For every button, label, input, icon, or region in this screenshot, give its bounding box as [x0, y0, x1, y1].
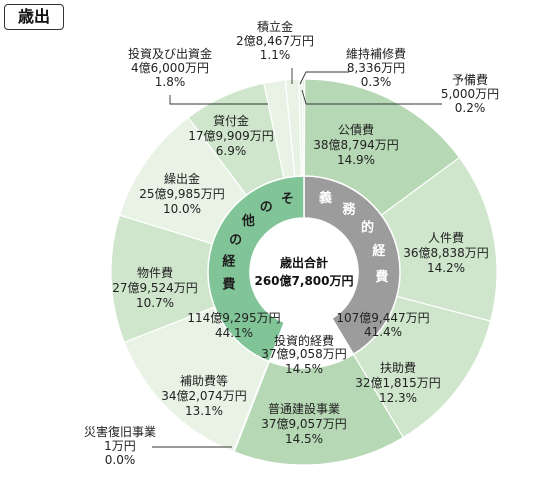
- outer-label-3-line-2: 14.5%: [285, 432, 323, 446]
- inner-char-0-2: 的: [361, 220, 374, 236]
- inner-amount-2: 114億9,295万円: [187, 311, 280, 325]
- inner-char-2-3: の: [229, 233, 242, 248]
- inner-char-0-0: 義: [319, 190, 332, 206]
- center-hole: [250, 218, 358, 326]
- inner-percent-2: 44.1%: [215, 326, 253, 340]
- inner-char-0-3: 経: [372, 243, 386, 259]
- outer-label-1-line-1: 36億8,838万円: [403, 246, 489, 260]
- outer-label-11-line-0: 維持補修費: [346, 46, 406, 61]
- outer-label-9-line-0: 投資及び出資金: [128, 46, 212, 61]
- outer-label-3-line-1: 37億9,057万円: [261, 417, 347, 431]
- center-total: 260億7,800万円: [254, 273, 353, 288]
- inner-percent-0: 41.4%: [364, 325, 402, 339]
- outer-label-3-line-0: 普通建設事業: [268, 401, 340, 416]
- inner-char-2-5: 費: [222, 276, 235, 292]
- inner-amount-0: 107億9,447万円: [336, 311, 429, 325]
- outer-label-12-line-2: 0.2%: [455, 101, 486, 115]
- outer-label-12-line-1: 5,000万円: [441, 87, 499, 101]
- outer-label-2-line-1: 32億1,815万円: [355, 376, 441, 390]
- outer-label-0-line-0: 公債費: [338, 122, 374, 137]
- outer-label-4-line-1: 1万円: [104, 439, 136, 453]
- outer-label-5-line-0: 補助費等: [180, 373, 228, 388]
- outer-label-9-line-1: 4億6,000万円: [131, 61, 209, 75]
- outer-label-4-line-2: 0.0%: [105, 453, 136, 467]
- outer-label-2-line-2: 12.3%: [379, 391, 417, 405]
- outer-label-11-line-1: 8,336万円: [347, 61, 405, 75]
- outer-label-5-line-2: 13.1%: [185, 404, 223, 418]
- section-title: 歳出: [4, 4, 64, 30]
- inner-char-0-4: 費: [375, 269, 388, 285]
- outer-label-10-line-1: 2億8,467万円: [236, 34, 314, 48]
- outer-label-12-line-0: 予備費: [452, 72, 488, 87]
- outer-label-1-line-2: 14.2%: [427, 261, 465, 275]
- inner-char-2-2: 他: [241, 213, 255, 229]
- outer-label-0-line-1: 38億8,794万円: [313, 138, 399, 152]
- leader-line-12: [301, 89, 442, 105]
- outer-label-10-line-0: 積立金: [257, 19, 293, 34]
- outer-label-8-line-0: 貸付金: [213, 113, 249, 128]
- inner-char-2-4: 経: [222, 254, 236, 270]
- outer-label-5-line-1: 34億2,074万円: [161, 389, 247, 403]
- outer-label-6-line-0: 物件費: [137, 265, 173, 280]
- inner-label-1: 投資的経費: [274, 333, 334, 348]
- inner-percent-1: 14.5%: [285, 362, 323, 376]
- outer-label-11-line-2: 0.3%: [361, 75, 392, 89]
- leader-line-11: [299, 71, 349, 85]
- inner-char-0-1: 務: [342, 201, 356, 217]
- inner-char-2-1: の: [260, 200, 273, 215]
- outer-label-0-line-2: 14.9%: [337, 153, 375, 167]
- outer-label-9-line-2: 1.8%: [155, 75, 186, 89]
- center-label: 歳出合計: [280, 255, 328, 270]
- outer-label-2-line-0: 扶助費: [380, 360, 416, 375]
- outer-label-7-line-1: 25億9,985万円: [139, 187, 225, 201]
- outer-label-8-line-2: 6.9%: [216, 144, 247, 158]
- inner-char-2-0: そ: [281, 192, 294, 207]
- outer-label-10-line-2: 1.1%: [260, 48, 291, 62]
- inner-amount-1: 37億9,058万円: [261, 347, 347, 361]
- outer-label-8-line-1: 17億9,909万円: [188, 129, 274, 143]
- outer-label-4-line-0: 災害復旧事業: [84, 424, 156, 439]
- leader-line-9: [169, 95, 268, 105]
- outer-label-7-line-0: 繰出金: [164, 171, 200, 186]
- outer-label-1-line-0: 人件費: [428, 230, 464, 245]
- outer-label-7-line-2: 10.0%: [163, 202, 201, 216]
- outer-label-6-line-1: 27億9,524万円: [112, 281, 198, 295]
- outer-label-6-line-2: 10.7%: [136, 296, 174, 310]
